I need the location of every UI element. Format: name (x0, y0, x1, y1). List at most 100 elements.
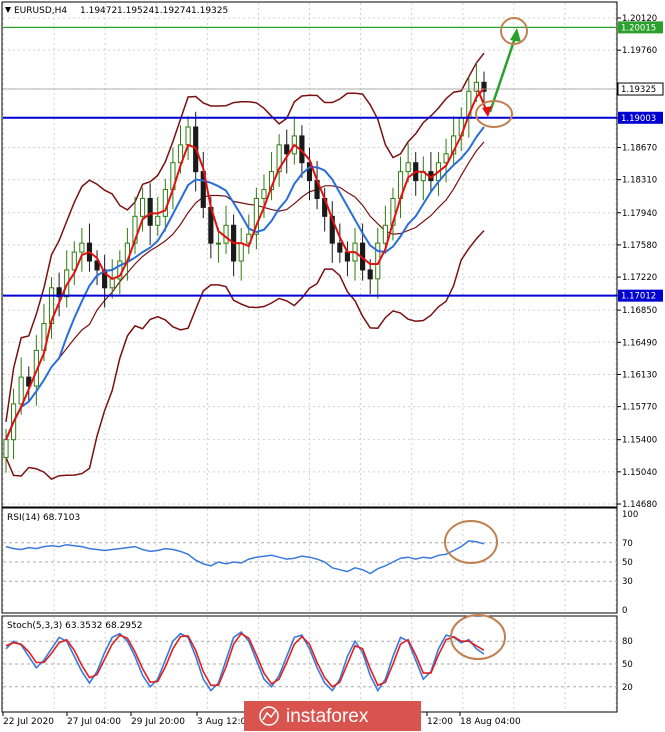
y-tick-label: 1.16850 (622, 306, 657, 316)
stoch-y-tick-label: 20 (622, 683, 633, 693)
candle-body (223, 224, 229, 244)
candle-body (155, 215, 161, 226)
ohlc-low: 1.19274 (154, 6, 191, 16)
y-tick-label: 1.19760 (622, 46, 657, 56)
rsi-line (5, 540, 485, 575)
candle-body (337, 242, 343, 253)
candle-body (261, 189, 267, 199)
ma-fast-line (5, 87, 485, 441)
resistance-highlight-circle (475, 100, 513, 128)
x-tick-label: 18 Aug 04:00 (460, 717, 521, 727)
target-highlight-circle (500, 17, 528, 45)
candle-body (253, 197, 259, 235)
candle-body (56, 287, 62, 298)
symbol-triangle-icon (5, 7, 11, 13)
rsi-title: RSI(14) 68.7103 (7, 513, 80, 523)
candle-body (405, 162, 411, 173)
candle-body (18, 376, 24, 405)
price-levels (3, 26, 617, 297)
stoch-signal-line (5, 632, 485, 688)
y-tick-label: 1.15400 (622, 436, 657, 446)
annotations (444, 17, 528, 660)
target-arrow-head (510, 28, 521, 42)
price-title-block: EURUSD,H4 1.19472 1.19524 1.19274 1.1932… (5, 6, 228, 16)
ohlc-open: 1.19472 (80, 6, 117, 16)
x-tick-label: 27 Jul 04:00 (67, 717, 121, 727)
level-label-target: 1.20015 (621, 23, 656, 33)
ma-slow-line (5, 126, 485, 441)
stoch-title: Stoch(5,3,3) 63.3532 68.2952 (7, 621, 142, 631)
candle-body (185, 126, 191, 146)
rsi-highlight-circle (444, 520, 498, 564)
candle-body (102, 269, 108, 289)
stoch-y-tick-label: 50 (622, 660, 633, 670)
candle-body (284, 144, 290, 155)
target-arrow (488, 31, 519, 113)
y-tick-label: 1.15040 (622, 468, 657, 478)
candle-body (177, 144, 184, 164)
level-label-bg-support (618, 289, 663, 302)
rsi-y-tick-label: 70 (622, 539, 633, 549)
y-axis-labels: 1.20120 1.19760 1.18670 1.18310 1.17940 1.175… (617, 14, 664, 510)
stoch-lines: 80 50 20 (3, 631, 633, 693)
candle-body (71, 251, 77, 271)
candle-body (306, 162, 313, 182)
current-price-label: 1.19325 (621, 85, 656, 95)
stoch-highlight-circle (450, 614, 506, 660)
price-title: EURUSD,H4 (14, 6, 67, 16)
candle-body (79, 242, 85, 253)
watermark-text: instaforex (286, 706, 369, 727)
x-tick-label: 29 Jul 20:00 (131, 717, 185, 727)
candle-body (94, 260, 100, 271)
rsi-y-tick-label: 0 (622, 606, 627, 616)
ohlc-high: 1.19524 (117, 6, 154, 16)
current-price-label-bg (617, 82, 664, 96)
bollinger-upper (5, 52, 485, 422)
candle-body (473, 81, 479, 92)
y-tick-label: 1.17220 (622, 273, 657, 283)
candle-body (443, 153, 449, 164)
x-tick-label: 3 Aug 12:00 (197, 717, 252, 727)
candle-body (481, 81, 487, 92)
level-label-bg-resistance (618, 111, 663, 124)
candle-body (382, 224, 388, 244)
x-tick-label: 12:00 (427, 717, 453, 727)
rsi-y-tick-label: 50 (622, 558, 633, 568)
y-tick-label: 1.14680 (622, 500, 657, 510)
watermark-bg (244, 701, 421, 731)
candle-body (344, 251, 351, 262)
candle-body (215, 242, 222, 245)
stoch-y-tick-label: 80 (622, 637, 633, 647)
candle-body (162, 189, 168, 217)
instaforex-logo-icon (259, 706, 279, 726)
candle-body (109, 278, 115, 289)
candle-body (238, 242, 244, 262)
rsi-y-tick-label: 30 (622, 577, 633, 587)
candle-body (147, 197, 153, 226)
pullback-arrow-head (482, 106, 492, 117)
level-label-support: 1.17012 (621, 292, 656, 302)
candle-body (3, 439, 9, 459)
candle-body (276, 144, 282, 173)
rsi-y-tick-label: 100 (622, 510, 638, 520)
y-tick-label: 1.18310 (622, 176, 657, 186)
candle-body (139, 197, 146, 217)
y-tick-label: 1.16130 (622, 370, 657, 380)
x-axis-labels: 22 Jul 2020 27 Jul 04:00 29 Jul 20:00 3 Aug… (2, 712, 521, 727)
instaforex-watermark: instaforex (244, 701, 421, 731)
x-tick-label: 22 Jul 2020 (3, 717, 54, 727)
rsi-lines: 100 70 50 30 0 (3, 510, 638, 616)
moving-averages (5, 87, 485, 441)
bollinger-lower (5, 230, 485, 480)
y-tick-label: 1.18670 (622, 144, 657, 154)
y-tick-label: 1.17580 (622, 241, 657, 251)
ohlc-close: 1.19325 (191, 6, 228, 16)
y-tick-label: 1.16490 (622, 338, 657, 348)
y-tick-label: 1.15770 (622, 403, 657, 413)
candle-body (26, 376, 32, 387)
level-label-resistance: 1.19003 (621, 114, 656, 124)
level-label-bg-target (618, 21, 663, 34)
y-tick-label: 1.17940 (622, 209, 657, 219)
candle-body (367, 269, 373, 280)
